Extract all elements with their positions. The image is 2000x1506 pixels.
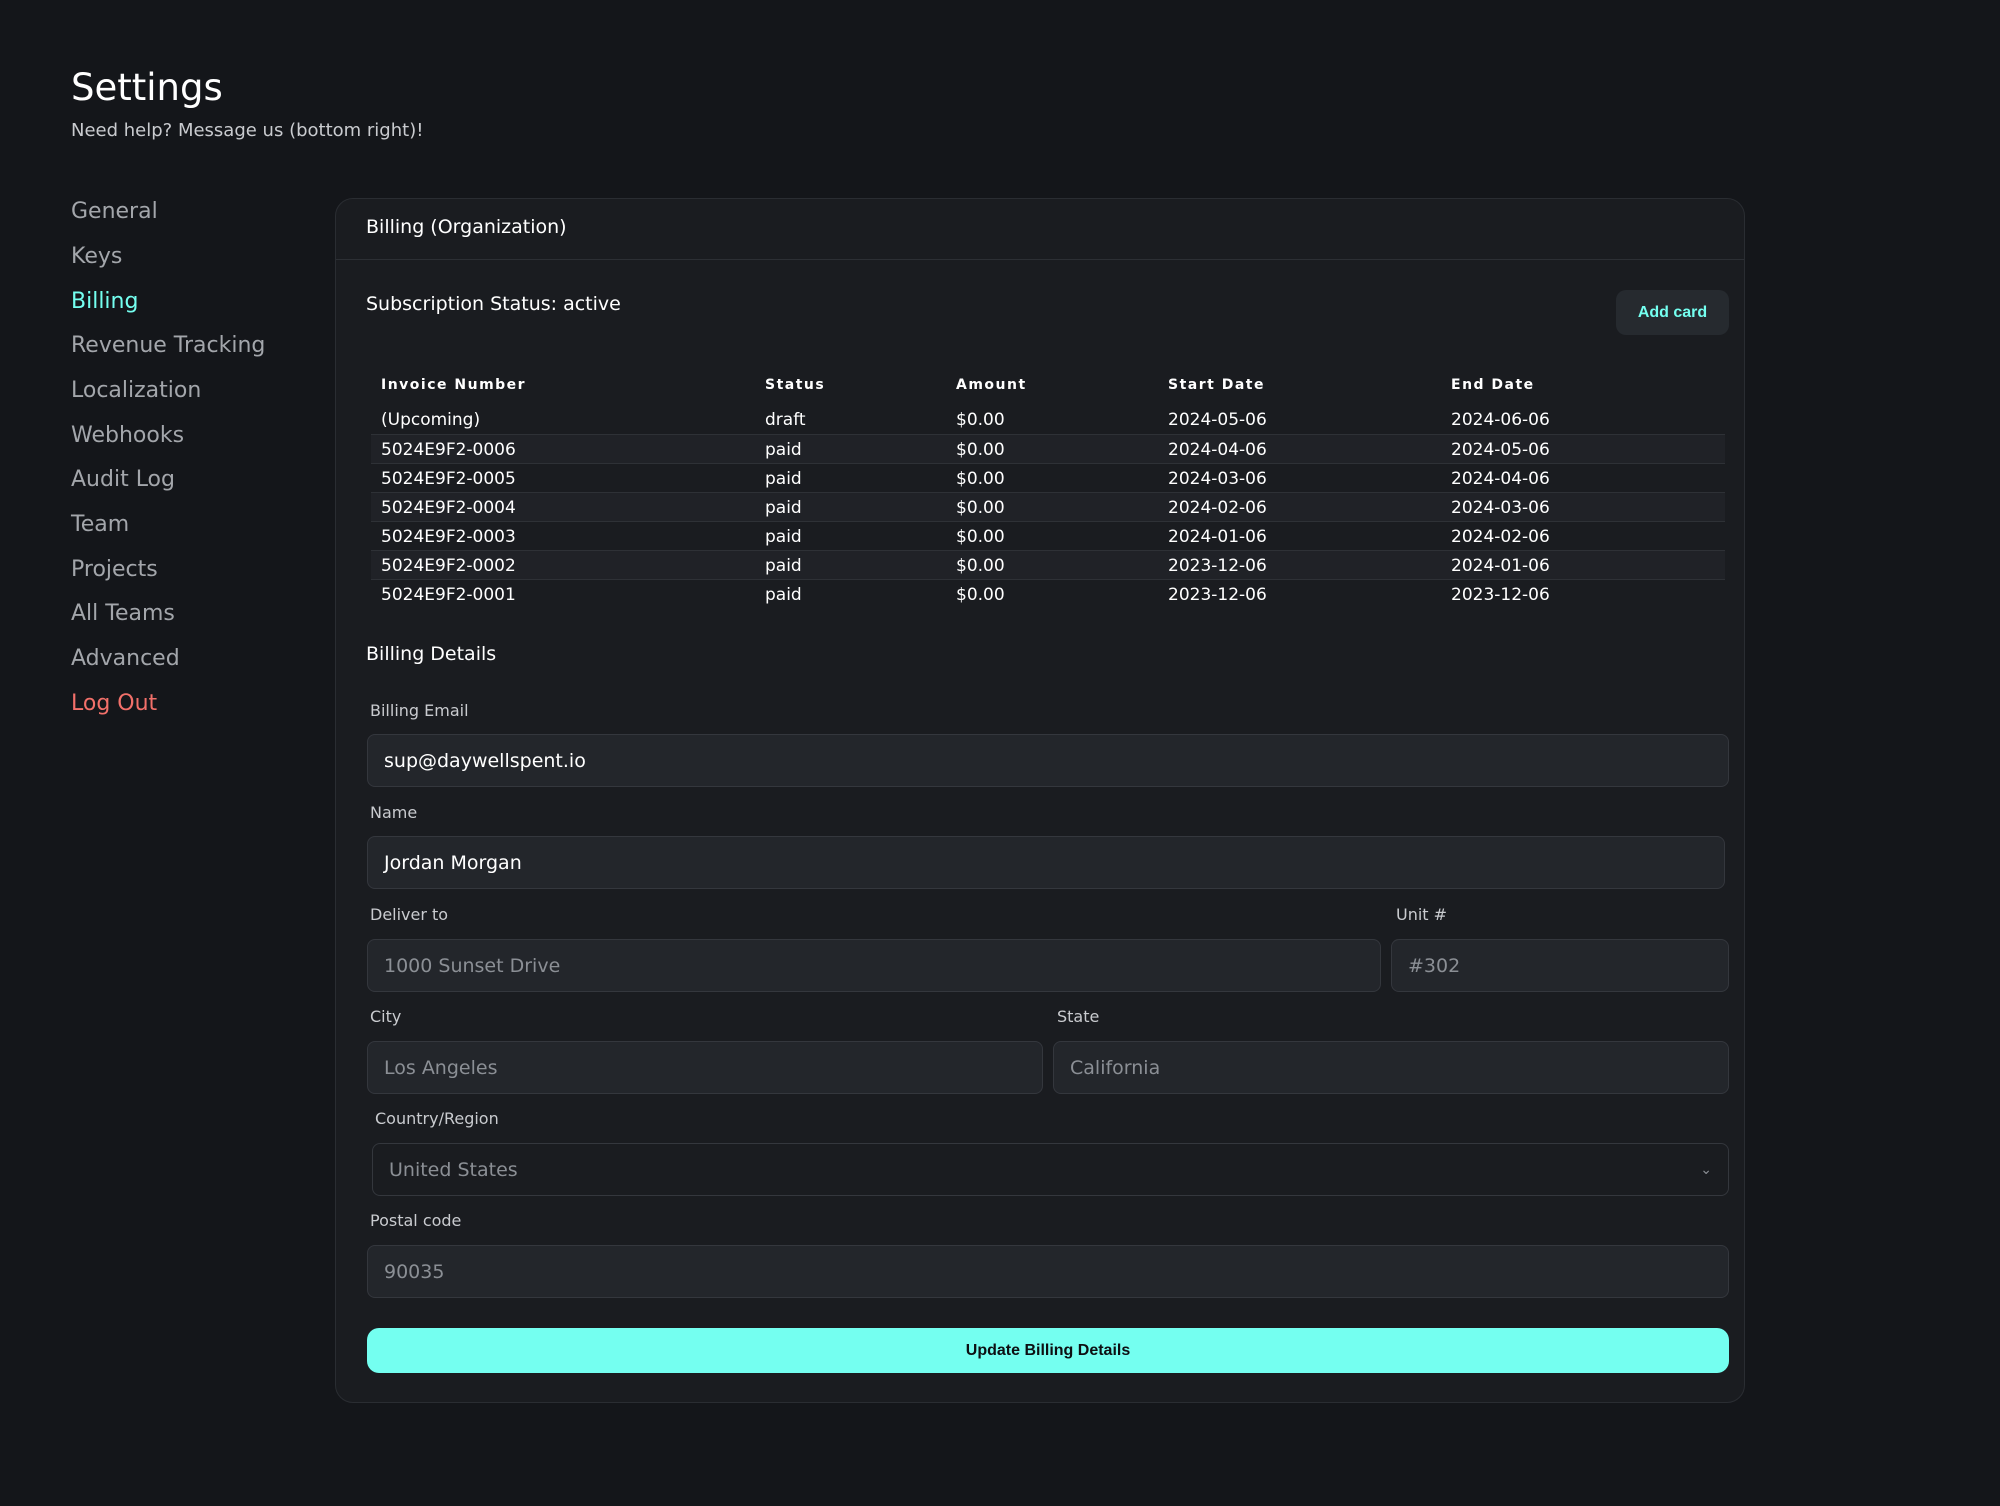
status-cell: paid: [765, 440, 802, 460]
start-date-cell: 2024-01-06: [1168, 527, 1267, 547]
sidebar-item-keys[interactable]: Keys: [71, 244, 123, 269]
table-row: (Upcoming) draft $0.00 2024-05-06 2024-06-06: [371, 405, 1725, 434]
billing-email-label: Billing Email: [370, 701, 469, 720]
chevron-down-icon: ⌄: [1700, 1161, 1712, 1178]
amount-cell: $0.00: [956, 527, 1005, 547]
sidebar-item-advanced[interactable]: Advanced: [71, 646, 180, 671]
table-row: 5024E9F2-0001 paid $0.00 2023-12-06 2023-12-…: [371, 579, 1725, 608]
end-date-cell: 2024-04-06: [1451, 469, 1550, 489]
end-date-cell: 2023-12-06: [1451, 585, 1550, 605]
status-cell: paid: [765, 527, 802, 547]
unit-label: Unit #: [1396, 905, 1448, 924]
page-subtitle: Need help? Message us (bottom right)!: [71, 120, 424, 141]
amount-cell: $0.00: [956, 556, 1005, 576]
sidebar-item-webhooks[interactable]: Webhooks: [71, 423, 185, 448]
name-input[interactable]: Jordan Morgan: [367, 836, 1725, 889]
sidebar-item-revenue-tracking[interactable]: Revenue Tracking: [71, 333, 266, 358]
amount-cell: $0.00: [956, 410, 1005, 430]
sidebar-item-audit-log[interactable]: Audit Log: [71, 467, 175, 492]
billing-details-title: Billing Details: [366, 643, 497, 665]
column-header-amount: Amount: [956, 377, 1027, 393]
invoice-number-cell: 5024E9F2-0001: [381, 585, 516, 605]
sidebar-item-general[interactable]: General: [71, 199, 158, 224]
status-cell: paid: [765, 469, 802, 489]
state-input[interactable]: California: [1053, 1041, 1729, 1094]
postal-code-input[interactable]: 90035: [367, 1245, 1729, 1298]
card-title: Billing (Organization): [366, 216, 567, 238]
add-card-button[interactable]: Add card: [1616, 290, 1729, 335]
subscription-status: Subscription Status: active: [366, 293, 621, 315]
billing-email-input[interactable]: sup@daywellspent.io: [367, 734, 1729, 787]
country-value: United States: [389, 1158, 518, 1181]
postal-code-label: Postal code: [370, 1211, 462, 1230]
start-date-cell: 2023-12-06: [1168, 585, 1267, 605]
amount-cell: $0.00: [956, 440, 1005, 460]
column-header-start-date: Start Date: [1168, 377, 1265, 393]
end-date-cell: 2024-06-06: [1451, 410, 1550, 430]
column-header-invoice-number: Invoice Number: [381, 377, 527, 393]
amount-cell: $0.00: [956, 498, 1005, 518]
invoice-number-cell: 5024E9F2-0003: [381, 527, 516, 547]
deliver-to-label: Deliver to: [370, 905, 449, 924]
status-cell: draft: [765, 410, 806, 430]
start-date-cell: 2024-02-06: [1168, 498, 1267, 518]
start-date-cell: 2023-12-06: [1168, 556, 1267, 576]
invoice-number-cell: 5024E9F2-0004: [381, 498, 516, 518]
sidebar-item-localization[interactable]: Localization: [71, 378, 202, 403]
name-label: Name: [370, 803, 418, 822]
column-header-status: Status: [765, 377, 826, 393]
country-select[interactable]: United States ⌄: [372, 1143, 1729, 1196]
table-row: 5024E9F2-0006 paid $0.00 2024-04-06 2024-05-…: [371, 434, 1725, 463]
status-cell: paid: [765, 585, 802, 605]
table-row: 5024E9F2-0004 paid $0.00 2024-02-06 2024-03-…: [371, 492, 1725, 521]
invoice-number-cell: 5024E9F2-0005: [381, 469, 516, 489]
state-label: State: [1057, 1007, 1100, 1026]
invoice-number-cell: (Upcoming): [381, 410, 481, 430]
start-date-cell: 2024-03-06: [1168, 469, 1267, 489]
end-date-cell: 2024-02-06: [1451, 527, 1550, 547]
end-date-cell: 2024-03-06: [1451, 498, 1550, 518]
billing-card: Billing (Organization) Subscription Stat…: [335, 198, 1745, 1403]
unit-input[interactable]: #302: [1391, 939, 1729, 992]
table-row: 5024E9F2-0003 paid $0.00 2024-01-06 2024-02-…: [371, 521, 1725, 550]
city-input[interactable]: Los Angeles: [367, 1041, 1043, 1094]
invoice-number-cell: 5024E9F2-0002: [381, 556, 516, 576]
update-billing-details-button[interactable]: Update Billing Details: [367, 1328, 1729, 1373]
page-title: Settings: [71, 66, 223, 109]
start-date-cell: 2024-04-06: [1168, 440, 1267, 460]
country-label: Country/Region: [375, 1109, 499, 1128]
column-header-end-date: End Date: [1451, 377, 1535, 393]
sidebar-item-log-out[interactable]: Log Out: [71, 691, 158, 716]
deliver-to-input[interactable]: 1000 Sunset Drive: [367, 939, 1381, 992]
card-header: Billing (Organization): [336, 199, 1744, 260]
table-row: 5024E9F2-0002 paid $0.00 2023-12-06 2024-01-…: [371, 550, 1725, 579]
status-cell: paid: [765, 498, 802, 518]
amount-cell: $0.00: [956, 469, 1005, 489]
sidebar-item-projects[interactable]: Projects: [71, 557, 158, 582]
end-date-cell: 2024-05-06: [1451, 440, 1550, 460]
invoice-number-cell: 5024E9F2-0006: [381, 440, 516, 460]
city-label: City: [370, 1007, 402, 1026]
status-cell: paid: [765, 556, 802, 576]
amount-cell: $0.00: [956, 585, 1005, 605]
sidebar-item-team[interactable]: Team: [71, 512, 130, 537]
end-date-cell: 2024-01-06: [1451, 556, 1550, 576]
start-date-cell: 2024-05-06: [1168, 410, 1267, 430]
sidebar-item-all-teams[interactable]: All Teams: [71, 601, 175, 626]
table-row: 5024E9F2-0005 paid $0.00 2024-03-06 2024-04-…: [371, 463, 1725, 492]
sidebar-item-billing[interactable]: Billing: [71, 289, 139, 314]
